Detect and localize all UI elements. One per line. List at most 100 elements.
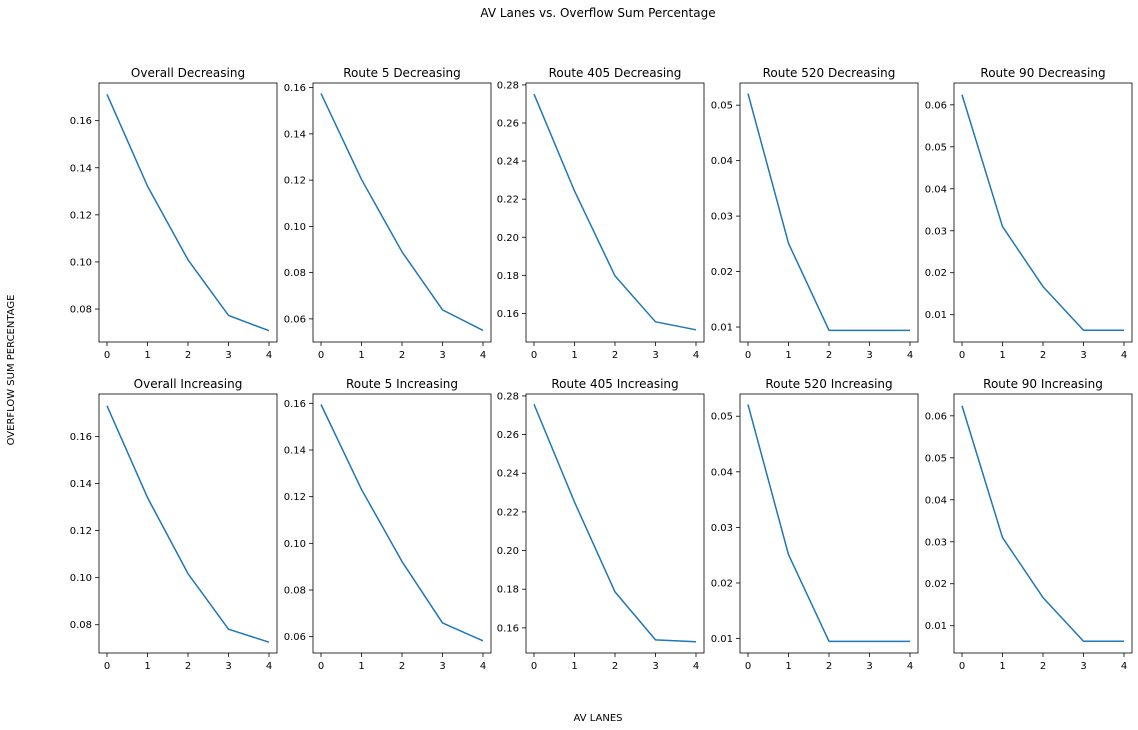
y-tick-label: 0.22 bbox=[497, 195, 519, 206]
x-tick-label: 4 bbox=[907, 661, 913, 672]
y-tick-label: 0.28 bbox=[497, 391, 519, 402]
y-tick-label: 0.12 bbox=[284, 492, 306, 503]
y-tick-label: 0.03 bbox=[711, 523, 733, 534]
y-tick-label: 0.02 bbox=[925, 579, 947, 590]
x-tick-label: 2 bbox=[826, 350, 832, 361]
subplot-title: Route 90 Decreasing bbox=[980, 66, 1105, 80]
y-tick-label: 0.22 bbox=[497, 507, 519, 518]
x-tick-label: 2 bbox=[1040, 661, 1046, 672]
y-tick-label: 0.02 bbox=[711, 267, 733, 278]
y-tick-label: 0.16 bbox=[497, 623, 519, 634]
y-tick-label: 0.06 bbox=[284, 314, 306, 325]
x-tick-label: 3 bbox=[1080, 661, 1086, 672]
y-tick-label: 0.03 bbox=[925, 537, 947, 548]
x-tick-label: 1 bbox=[785, 661, 791, 672]
x-tick-label: 4 bbox=[907, 350, 913, 361]
x-tick-label: 3 bbox=[225, 350, 231, 361]
y-tick-label: 0.14 bbox=[284, 129, 306, 140]
y-tick-label: 0.24 bbox=[497, 157, 519, 168]
x-tick-label: 0 bbox=[318, 661, 324, 672]
subplot: Route 405 Increasing 0 1 2 3 4 0.16 0.18 0.20 0.2… bbox=[497, 377, 705, 672]
x-tick-label: 1 bbox=[144, 661, 150, 672]
x-tick-label: 2 bbox=[612, 661, 618, 672]
plot-frame bbox=[98, 82, 278, 343]
x-tick-label: 0 bbox=[531, 661, 537, 672]
plot-frame bbox=[98, 393, 278, 654]
y-tick-label: 0.18 bbox=[497, 271, 519, 282]
x-tick-label: 1 bbox=[999, 661, 1005, 672]
x-tick-label: 3 bbox=[225, 661, 231, 672]
y-tick-label: 0.16 bbox=[284, 399, 306, 410]
figure-x-axis-label: AV LANES bbox=[573, 713, 622, 724]
y-tick-label: 0.01 bbox=[925, 621, 947, 632]
x-tick-label: 1 bbox=[785, 350, 791, 361]
x-tick-label: 3 bbox=[1080, 350, 1086, 361]
y-tick-label: 0.05 bbox=[925, 142, 947, 153]
y-tick-label: 0.06 bbox=[925, 100, 947, 111]
subplot: Route 520 Increasing 0 1 2 3 4 0.01 0.02 0.03 0.0… bbox=[711, 377, 919, 672]
y-tick-label: 0.12 bbox=[284, 176, 306, 187]
series-line bbox=[106, 93, 270, 332]
y-tick-label: 0.10 bbox=[70, 573, 92, 584]
subplot: Route 90 Increasing 0 1 2 3 4 0.01 0.02 0.03 0.04… bbox=[925, 377, 1133, 672]
subplot: Overall Decreasing 0 1 2 3 4 0.08 0.10 0.12 0.14 0… bbox=[70, 66, 278, 361]
y-tick-label: 0.10 bbox=[70, 257, 92, 268]
x-tick-label: 2 bbox=[826, 661, 832, 672]
x-tick-label: 2 bbox=[185, 350, 191, 361]
subplot-title: Route 5 Increasing bbox=[346, 377, 458, 391]
plot-frame bbox=[953, 393, 1133, 654]
subplot-title: Route 405 Increasing bbox=[551, 377, 678, 391]
y-tick-label: 0.12 bbox=[70, 526, 92, 537]
plot-frame bbox=[953, 82, 1133, 343]
y-tick-label: 0.14 bbox=[70, 479, 92, 490]
y-tick-label: 0.04 bbox=[925, 184, 947, 195]
y-tick-label: 0.20 bbox=[497, 546, 519, 557]
plot-frame bbox=[312, 393, 492, 654]
y-tick-label: 0.16 bbox=[497, 309, 519, 320]
y-tick-label: 0.03 bbox=[711, 212, 733, 223]
subplot: Route 90 Decreasing 0 1 2 3 4 0.01 0.02 0.03 0.04… bbox=[925, 66, 1133, 361]
x-tick-label: 4 bbox=[1121, 350, 1127, 361]
x-tick-label: 3 bbox=[652, 661, 658, 672]
x-tick-label: 0 bbox=[745, 350, 751, 361]
x-tick-label: 0 bbox=[104, 661, 110, 672]
x-tick-label: 1 bbox=[571, 661, 577, 672]
x-tick-label: 0 bbox=[745, 661, 751, 672]
series-line bbox=[747, 93, 910, 332]
x-tick-label: 3 bbox=[866, 661, 872, 672]
subplot: Overall Increasing 0 1 2 3 4 0.08 0.10 0.12 0.14 0… bbox=[70, 377, 278, 672]
y-tick-label: 0.01 bbox=[711, 323, 733, 334]
subplot-title: Route 405 Decreasing bbox=[549, 66, 682, 80]
y-tick-label: 0.05 bbox=[925, 453, 947, 464]
y-tick-label: 0.02 bbox=[925, 268, 947, 279]
plot-frame bbox=[525, 393, 705, 654]
x-tick-label: 0 bbox=[959, 661, 965, 672]
y-tick-label: 0.08 bbox=[70, 620, 92, 631]
y-tick-label: 0.24 bbox=[497, 469, 519, 480]
y-tick-label: 0.04 bbox=[711, 467, 733, 478]
x-tick-label: 4 bbox=[266, 661, 272, 672]
x-tick-label: 1 bbox=[571, 350, 577, 361]
series-line bbox=[961, 94, 1124, 331]
y-tick-label: 0.10 bbox=[284, 222, 306, 233]
y-tick-label: 0.03 bbox=[925, 226, 947, 237]
y-tick-label: 0.02 bbox=[711, 578, 733, 589]
y-tick-label: 0.18 bbox=[497, 585, 519, 596]
subplot-title: Overall Increasing bbox=[134, 377, 243, 391]
x-tick-label: 0 bbox=[104, 350, 110, 361]
y-tick-label: 0.01 bbox=[925, 310, 947, 321]
x-tick-label: 2 bbox=[399, 661, 405, 672]
y-tick-label: 0.12 bbox=[70, 210, 92, 221]
subplot: Route 5 Increasing 0 1 2 3 4 0.06 0.08 0.10 0.12 0… bbox=[284, 377, 492, 672]
subplot: Route 520 Decreasing 0 1 2 3 4 0.01 0.02 0.03 0.0… bbox=[711, 66, 919, 361]
subplot-title: Overall Decreasing bbox=[131, 66, 245, 80]
subplot-title: Route 520 Decreasing bbox=[763, 66, 896, 80]
y-tick-label: 0.06 bbox=[284, 632, 306, 643]
series-line bbox=[106, 405, 270, 643]
y-tick-label: 0.01 bbox=[711, 634, 733, 645]
x-tick-label: 4 bbox=[693, 661, 699, 672]
y-tick-label: 0.26 bbox=[497, 118, 519, 129]
plot-frame bbox=[525, 82, 705, 343]
x-tick-label: 2 bbox=[612, 350, 618, 361]
y-tick-label: 0.16 bbox=[70, 116, 92, 127]
